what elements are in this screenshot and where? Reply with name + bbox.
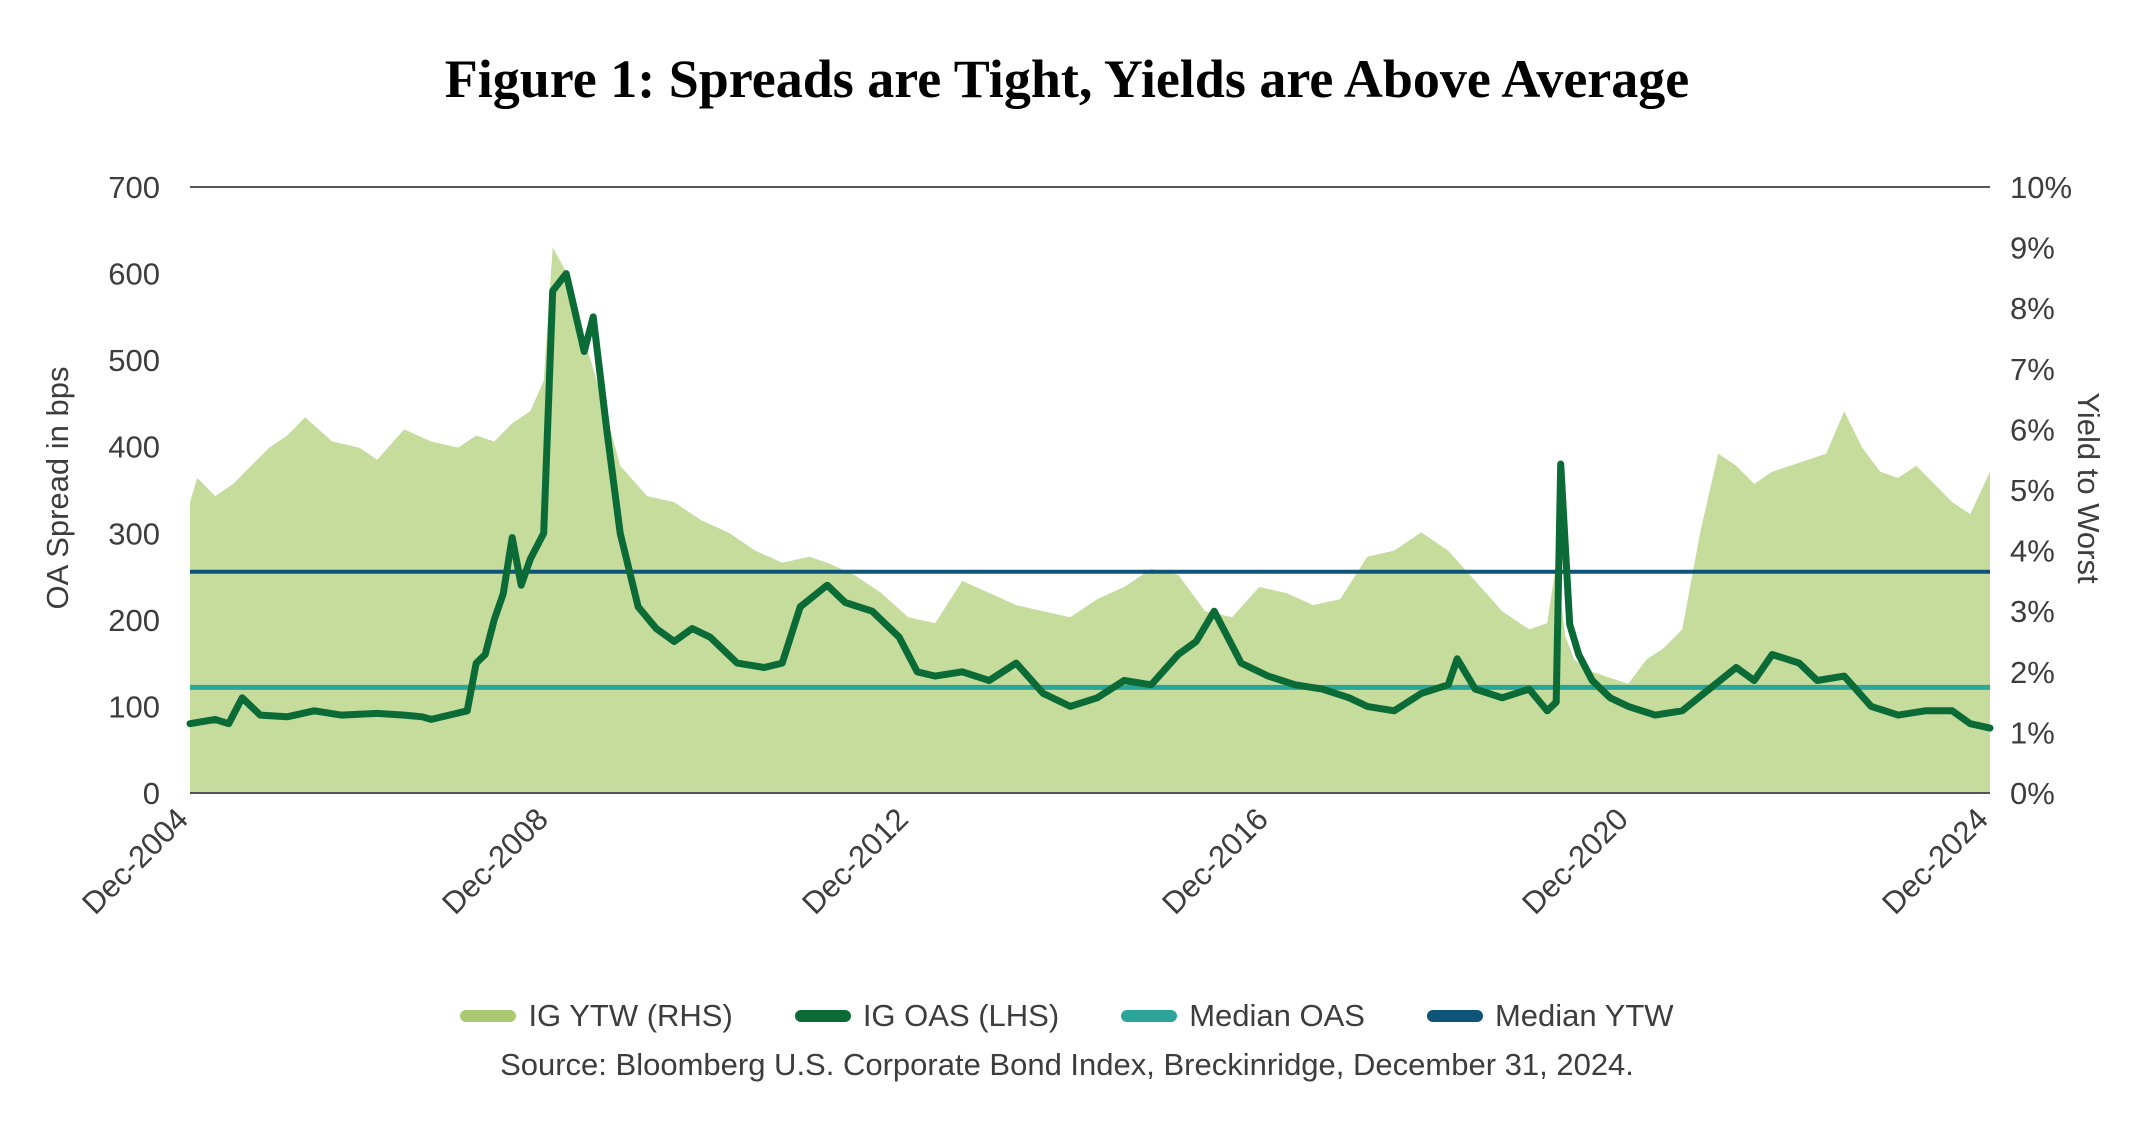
- legend-item-median-ytw: Median YTW: [1426, 998, 1674, 1034]
- legend-swatch-oas: [794, 1010, 851, 1022]
- y-tick-label-left: 300: [108, 516, 160, 551]
- y-tick-label-right: 2%: [2010, 655, 2055, 690]
- legend-label-oas: IG OAS (LHS): [862, 998, 1060, 1033]
- y-tick-label-right: 5%: [2010, 473, 2055, 508]
- legend-item-ytw: IG YTW (RHS): [460, 998, 733, 1034]
- legend-swatch-ytw: [460, 1010, 517, 1022]
- legend: IG YTW (RHS) IG OAS (LHS) Median OAS Med…: [0, 998, 2134, 1034]
- y-axis-title-right: Yield to Worst: [2071, 392, 2106, 584]
- ytw-area: [190, 247, 1990, 794]
- x-tick-label: Dec-2020: [1515, 801, 1635, 921]
- y-tick-label-right: 8%: [2010, 291, 2055, 326]
- y-tick-label-left: 600: [108, 257, 160, 292]
- y-tick-label-right: 3%: [2010, 594, 2055, 629]
- y-axis-title-left: OA Spread in bps: [40, 367, 75, 610]
- y-tick-label-left: 400: [108, 430, 160, 465]
- x-tick-label: Dec-2004: [75, 801, 195, 921]
- x-tick-label: Dec-2012: [795, 801, 915, 921]
- x-tick-label: Dec-2024: [1875, 801, 1995, 921]
- y-tick-label-right: 9%: [2010, 231, 2055, 266]
- median-lines-layer: [190, 569, 1990, 690]
- oas-line: [186, 270, 1994, 732]
- legend-item-oas: IG OAS (LHS): [794, 998, 1060, 1034]
- legend-label-ytw: IG YTW (RHS): [528, 998, 733, 1033]
- y-tick-label-right: 7%: [2010, 352, 2055, 387]
- x-tick-label: Dec-2016: [1155, 801, 1275, 921]
- legend-swatch-median-ytw: [1426, 1010, 1483, 1022]
- y-tick-label-left: 700: [108, 170, 160, 205]
- chart-title: Figure 1: Spreads are Tight, Yields are …: [444, 49, 1690, 109]
- y-tick-label-left: 200: [108, 603, 160, 638]
- y-tick-label-left: 500: [108, 343, 160, 378]
- legend-label-median-oas: Median OAS: [1189, 998, 1365, 1033]
- legend-label-median-ytw: Median YTW: [1494, 998, 1674, 1033]
- y-tick-label-right: 6%: [2010, 412, 2055, 447]
- x-tick-label: Dec-2008: [435, 801, 555, 921]
- legend-swatch-median-oas: [1121, 1010, 1178, 1022]
- y-tick-label-left: 100: [108, 689, 160, 724]
- y-tick-label-right: 1%: [2010, 715, 2055, 750]
- oas-line-layer: [186, 270, 1994, 732]
- grid-layer: [190, 186, 1990, 794]
- source-note: Source: Bloomberg U.S. Corporate Bond In…: [500, 1047, 1634, 1082]
- y-tick-label-right: 4%: [2010, 534, 2055, 569]
- y-tick-label-right: 0%: [2010, 776, 2055, 811]
- y-tick-label-left: 0: [143, 776, 160, 811]
- y-tick-label-right: 10%: [2010, 170, 2072, 205]
- legend-item-median-oas: Median OAS: [1121, 998, 1365, 1034]
- ytw-area-layer: [190, 247, 1990, 794]
